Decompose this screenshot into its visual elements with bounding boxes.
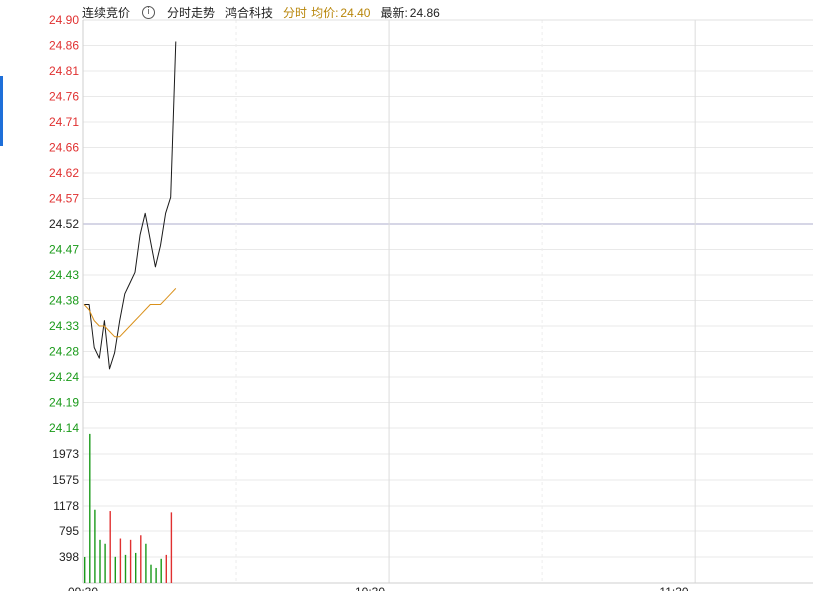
avg-prefix: 分时 (283, 5, 308, 20)
latest-price-label: 最新: (380, 5, 408, 20)
axis-labels: 24.90 24.86 24.81 24.76 24.71 24.66 24.62 24.57… (49, 13, 689, 591)
volume-bar (150, 564, 152, 583)
volume-bar (160, 558, 162, 583)
chart-header: 连续竞价 i 分时走势 鸿合科技 分时 均价: 24.40 最新: 24.86 (82, 3, 450, 21)
latest-price-group: 最新: 24.86 (380, 4, 439, 21)
volume-tick-label: 1973 (52, 447, 79, 461)
volume-bar (129, 539, 132, 583)
latest-price-value: 24.86 (409, 5, 440, 20)
price-tick-label: 24.38 (49, 294, 79, 308)
tab-intraday-trend[interactable]: 分时走势 (167, 5, 216, 20)
avg-price-group: 分时 均价: 24.40 (283, 4, 370, 21)
price-tick-label: 24.81 (49, 64, 79, 78)
price-tick-label: 24.24 (49, 370, 79, 384)
price-tick-label: 24.90 (49, 13, 79, 27)
volume-bar (104, 543, 106, 583)
price-tick-label: 24.86 (49, 39, 79, 53)
volume-tick-label: 1178 (53, 499, 79, 513)
volume-bar (140, 535, 142, 583)
volume-bar (89, 433, 91, 583)
volume-tick-label: 1575 (52, 473, 79, 487)
price-lines (83, 41, 177, 370)
volume-bar (124, 554, 127, 583)
price-tick-label: 24.76 (49, 90, 79, 104)
price-tick-label: 24.14 (49, 421, 79, 435)
price-tick-label: 24.33 (49, 319, 79, 333)
volume-bar (99, 539, 101, 583)
volume-bar (145, 543, 147, 583)
volume-bar (94, 509, 96, 583)
average-price-line (83, 288, 177, 338)
avg-price-value: 24.40 (340, 5, 371, 20)
volume-tick-label: 795 (59, 524, 79, 538)
time-tick-label: 10:30 (355, 585, 385, 591)
volume-bar (155, 567, 157, 583)
price-tick-label: 24.71 (49, 115, 79, 129)
volume-bar (165, 554, 167, 583)
volume-bar (135, 552, 137, 583)
chart-grid (82, 19, 813, 584)
volume-bar (170, 512, 173, 583)
price-tick-label: 24.47 (49, 243, 79, 257)
price-line (84, 41, 177, 370)
price-tick-label: 24.52 (49, 217, 79, 231)
time-tick-label: 09:30 (68, 585, 98, 591)
price-tick-label: 24.43 (49, 268, 79, 282)
trading-phase-label: 连续竞价 (82, 5, 131, 20)
volume-bar (119, 538, 122, 583)
avg-price-label: 均价: (311, 5, 339, 20)
volume-bar (114, 556, 116, 583)
volume-tick-label: 398 (59, 550, 79, 564)
volume-bars (84, 433, 173, 583)
price-tick-label: 24.19 (49, 396, 79, 410)
info-icon[interactable]: i (142, 5, 156, 19)
time-tick-label: 11:30 (659, 585, 688, 591)
price-tick-label: 24.28 (49, 345, 79, 359)
price-tick-label: 24.66 (49, 141, 79, 155)
price-tick-label: 24.57 (49, 192, 79, 206)
stock-name: 鸿合科技 (225, 5, 274, 20)
volume-bar (109, 511, 111, 583)
price-tick-label: 24.62 (49, 166, 79, 180)
panel-edge-marker (0, 76, 3, 146)
volume-bar (84, 556, 86, 583)
